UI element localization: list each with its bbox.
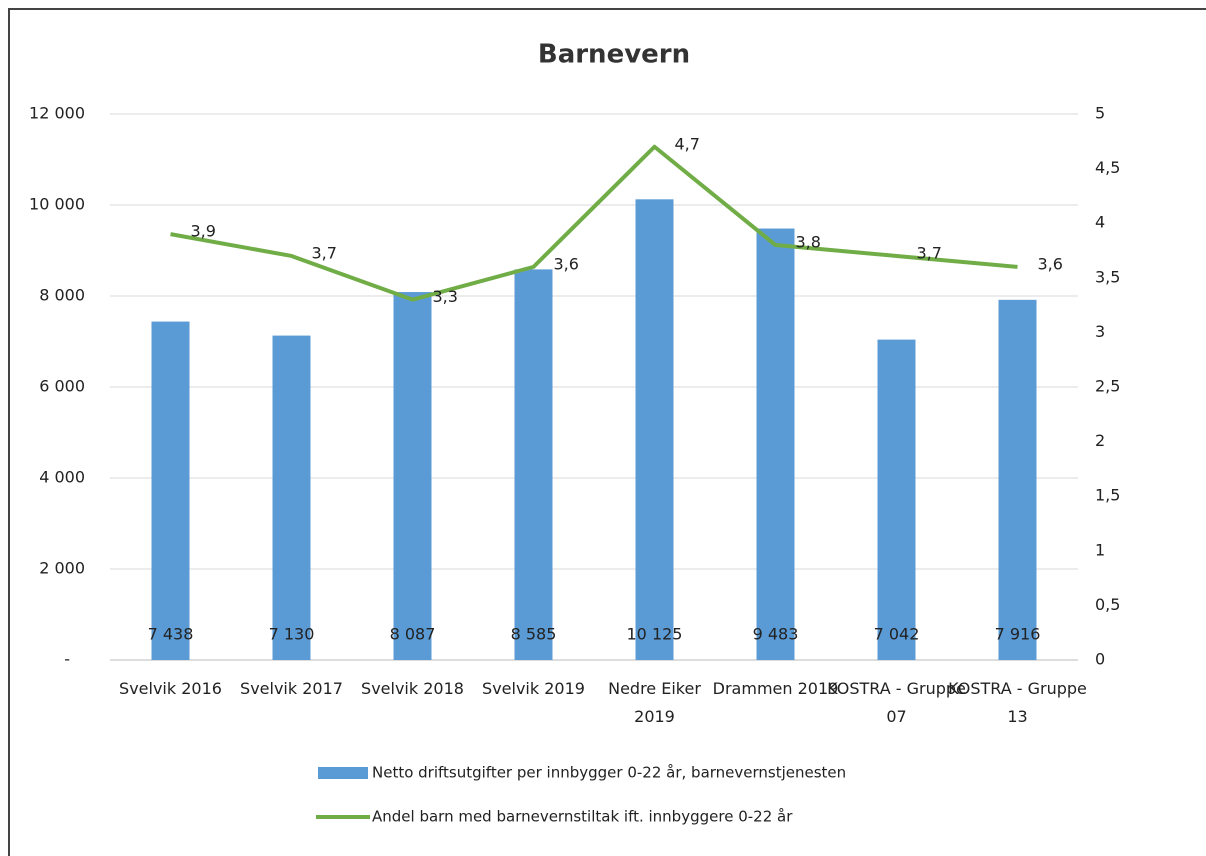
bar bbox=[998, 299, 1037, 660]
legend-label: Netto driftsutgifter per innbygger 0-22 … bbox=[372, 764, 846, 782]
bar bbox=[272, 335, 311, 660]
y-tick-label: 6 000 bbox=[39, 377, 85, 396]
chart-title: Barnevern bbox=[538, 40, 690, 70]
x-tick-label: Drammen 2019 bbox=[713, 679, 839, 698]
bar bbox=[756, 228, 795, 660]
y-tick-label: - bbox=[64, 650, 70, 669]
legend-label: Andel barn med barnevernstiltak ift. inn… bbox=[372, 808, 793, 826]
y2-tick-label: 3,5 bbox=[1095, 267, 1120, 286]
y2-tick-label: 1,5 bbox=[1095, 486, 1120, 505]
line-value-label: 3,6 bbox=[1038, 254, 1063, 273]
bar-value-label: 7 916 bbox=[995, 625, 1041, 644]
line-value-label: 3,9 bbox=[191, 222, 216, 241]
x-tick-label: Nedre Eiker 2019 bbox=[608, 679, 701, 726]
y2-tick-label: 5 bbox=[1095, 104, 1105, 123]
y2-tick-label: 0,5 bbox=[1095, 595, 1120, 614]
y-tick-label: 8 000 bbox=[39, 286, 85, 305]
bar-value-label: 7 130 bbox=[269, 625, 315, 644]
bar bbox=[151, 321, 190, 660]
bar bbox=[635, 199, 674, 660]
bar bbox=[877, 339, 916, 660]
y-tick-label: 10 000 bbox=[29, 195, 85, 214]
bar-value-label: 9 483 bbox=[753, 625, 799, 644]
y2-tick-label: 0 bbox=[1095, 650, 1105, 669]
line-value-label: 3,3 bbox=[433, 287, 458, 306]
line-value-label: 3,7 bbox=[312, 243, 337, 262]
x-tick-label: Svelvik 2018 bbox=[361, 679, 464, 698]
x-tick-label: Svelvik 2019 bbox=[482, 679, 585, 698]
line bbox=[170, 144, 1018, 302]
bar bbox=[393, 292, 432, 660]
y2-tick-label: 4 bbox=[1095, 213, 1105, 232]
y2-tick-label: 3 bbox=[1095, 322, 1105, 341]
y-tick-label: 2 000 bbox=[39, 559, 85, 578]
line-value-label: 3,7 bbox=[917, 243, 942, 262]
bar-value-label: 8 585 bbox=[511, 625, 557, 644]
bar-value-label: 7 438 bbox=[148, 625, 194, 644]
y-tick-label: 12 000 bbox=[29, 104, 85, 123]
y2-tick-label: 4,5 bbox=[1095, 158, 1120, 177]
y2-tick-label: 2,5 bbox=[1095, 377, 1120, 396]
y2-tick-label: 2 bbox=[1095, 431, 1105, 450]
line-value-label: 3,6 bbox=[554, 254, 579, 273]
y-tick-label: 4 000 bbox=[39, 468, 85, 487]
x-tick-label: Svelvik 2016 bbox=[119, 679, 222, 698]
legend-swatch bbox=[318, 767, 368, 779]
line-value-label: 3,8 bbox=[796, 233, 821, 252]
x-tick-label: Svelvik 2017 bbox=[240, 679, 343, 698]
bar-value-label: 7 042 bbox=[874, 625, 920, 644]
x-tick-label: KOSTRA - Gruppe 07 bbox=[827, 679, 966, 726]
bar bbox=[514, 269, 553, 660]
y2-tick-label: 1 bbox=[1095, 540, 1105, 559]
x-tick-label: KOSTRA - Gruppe 13 bbox=[948, 679, 1087, 726]
bar-value-label: 8 087 bbox=[390, 625, 436, 644]
line-value-label: 4,7 bbox=[675, 134, 700, 153]
bar-value-label: 10 125 bbox=[627, 625, 683, 644]
